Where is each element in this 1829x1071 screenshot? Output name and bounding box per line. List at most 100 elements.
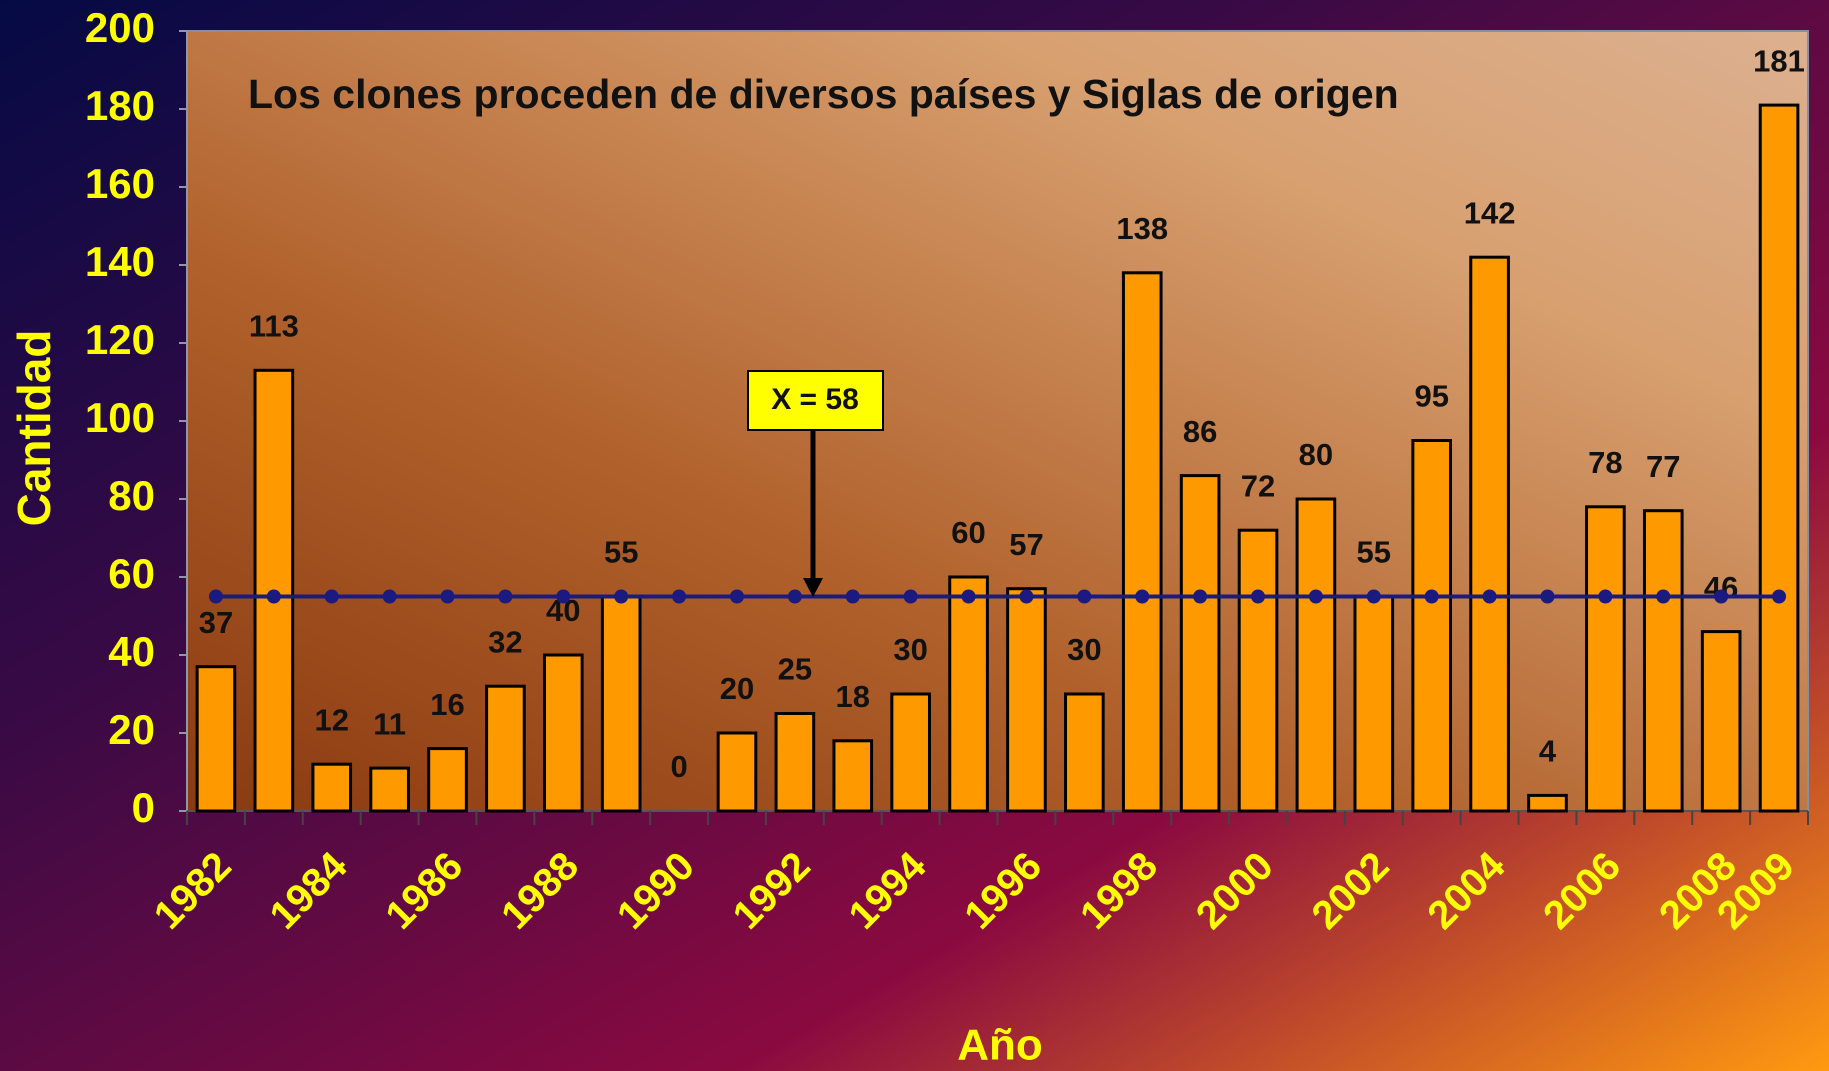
y-tick-label: 140 [85, 238, 155, 285]
line-point [1193, 589, 1208, 604]
data-label: 30 [1067, 632, 1101, 667]
line-point [440, 589, 455, 604]
y-tick-label: 60 [108, 550, 155, 597]
data-label: 25 [778, 652, 812, 687]
data-label: 57 [1009, 527, 1043, 562]
bar [832, 739, 874, 813]
data-label: 95 [1414, 379, 1448, 414]
bar [1179, 474, 1221, 813]
line-point [845, 589, 860, 604]
x-axis-title: Año [957, 1021, 1043, 1070]
bar [311, 762, 353, 813]
data-label: 32 [488, 624, 522, 659]
data-label: 18 [836, 679, 870, 714]
bar [195, 665, 237, 813]
bar [1121, 271, 1163, 813]
data-label: 78 [1588, 445, 1622, 480]
bar [948, 575, 989, 813]
line-point [1135, 589, 1150, 604]
line-point [1077, 589, 1092, 604]
data-label: 113 [249, 308, 299, 343]
data-label: 77 [1646, 449, 1680, 484]
annotation-box [747, 370, 884, 431]
annotation-arrowhead [803, 578, 823, 597]
y-axis-title: Cantidad [8, 330, 60, 527]
bar [1700, 630, 1742, 813]
data-label: 4 [1539, 734, 1557, 769]
bar [1237, 528, 1279, 813]
line-point [1772, 589, 1787, 604]
bar [1411, 439, 1453, 813]
line-point [382, 589, 397, 604]
line-point [1714, 589, 1729, 604]
line-point [324, 589, 339, 604]
y-tick-label: 160 [85, 160, 155, 207]
data-label: 80 [1299, 437, 1333, 472]
data-label: 20 [720, 671, 754, 706]
data-label: 16 [430, 687, 464, 722]
line-point [1366, 589, 1381, 604]
bar [1064, 692, 1105, 813]
chart-title: Los clones proceden de diversos países y… [248, 71, 1399, 117]
bar [1527, 793, 1568, 813]
line-point [729, 589, 744, 604]
line-point [1251, 589, 1266, 604]
bar [890, 692, 931, 813]
data-label: 30 [893, 632, 927, 667]
y-tick-label: 20 [108, 706, 155, 753]
bar [1006, 587, 1047, 813]
data-label: 0 [670, 749, 687, 784]
line-point [498, 589, 513, 604]
y-tick-label: 100 [85, 394, 155, 441]
bar [600, 595, 642, 813]
data-label: 60 [951, 515, 985, 550]
line-point [1656, 589, 1671, 604]
bar [542, 653, 584, 813]
line-point [1308, 589, 1323, 604]
bar [1585, 505, 1626, 813]
line-point [961, 589, 976, 604]
bar [716, 731, 758, 813]
data-label: 12 [314, 702, 348, 737]
line-point [1482, 589, 1497, 604]
data-label: 138 [1116, 211, 1168, 246]
data-label: 72 [1241, 468, 1275, 503]
y-tick-label: 120 [85, 316, 155, 363]
y-tick-label: 200 [85, 4, 155, 51]
bar [485, 684, 526, 813]
data-label: 11 [373, 706, 406, 741]
line-point [1598, 589, 1613, 604]
line-point [614, 589, 629, 604]
plot-area [186, 30, 1809, 812]
bar [1758, 103, 1800, 813]
line-point [1019, 589, 1034, 604]
annotation: X = 58 [771, 383, 859, 416]
bar [369, 766, 410, 813]
bar [1642, 509, 1684, 813]
bar [1469, 255, 1510, 813]
line-point [1540, 589, 1555, 604]
y-tick-label: 0 [132, 784, 155, 831]
line-point [1424, 589, 1439, 604]
line-point [787, 589, 802, 604]
bar [427, 747, 468, 813]
data-label: 55 [1357, 535, 1391, 570]
data-label: 181 [1753, 43, 1805, 78]
y-tick-label: 40 [108, 628, 155, 675]
y-tick-label: 180 [85, 82, 155, 129]
bar [774, 712, 816, 813]
data-label: 55 [604, 535, 638, 570]
line-point [556, 589, 571, 604]
data-label: 37 [199, 605, 233, 640]
bar [1353, 595, 1395, 813]
line-point [266, 589, 281, 604]
line-point [903, 589, 918, 604]
line-point [208, 589, 223, 604]
line-point [672, 589, 687, 604]
bar [1295, 497, 1337, 813]
y-tick-label: 80 [108, 472, 155, 519]
data-label: 142 [1464, 195, 1516, 230]
data-label: 86 [1183, 414, 1217, 449]
